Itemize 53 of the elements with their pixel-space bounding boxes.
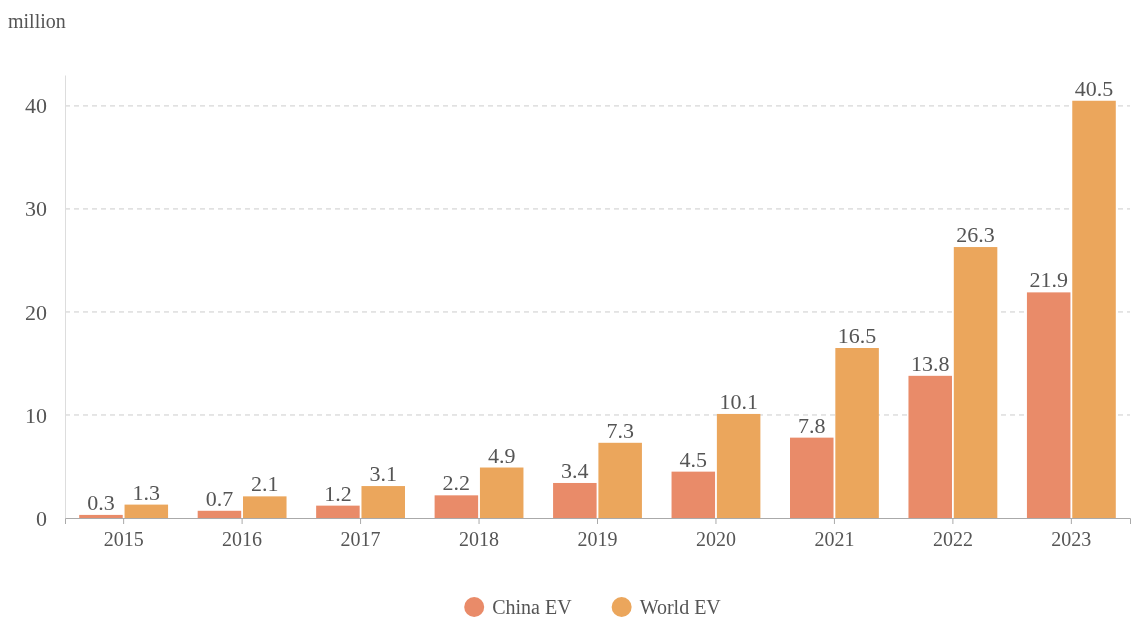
data-label: 1.3 (132, 479, 161, 505)
data-label: 1.2 (324, 480, 352, 506)
legend-label: China EV (492, 596, 573, 618)
data-label: 4.9 (487, 442, 516, 468)
data-label: 40.5 (1074, 75, 1114, 101)
bar (553, 482, 597, 518)
bar (316, 505, 360, 518)
data-label: 7.3 (606, 417, 634, 443)
bar (598, 442, 642, 518)
bar (671, 471, 716, 518)
x-tick-label: 2020 (695, 528, 736, 551)
data-label: 7.8 (798, 412, 826, 438)
x-tick-label: 2019 (577, 528, 618, 551)
data-label: 16.5 (837, 323, 877, 349)
y-tick-label: 40 (25, 93, 47, 119)
data-label: 3.1 (369, 461, 397, 487)
data-label: 26.3 (956, 222, 995, 248)
x-tick-label: 2021 (814, 528, 855, 551)
x-tick-label: 2015 (103, 528, 144, 551)
data-label: 10.1 (719, 388, 758, 414)
y-tick-label: 10 (25, 402, 47, 428)
data-label: 4.5 (679, 446, 708, 472)
y-tick-label: 30 (25, 196, 47, 222)
bar (716, 413, 761, 518)
bar (908, 375, 952, 518)
bar (1026, 292, 1071, 518)
bar (790, 437, 834, 518)
bar (953, 247, 998, 518)
data-label: 21.9 (1029, 267, 1068, 293)
x-tick-label: 2022 (932, 528, 973, 551)
data-label: 13.8 (910, 350, 950, 376)
x-tick-label: 2016 (222, 528, 263, 551)
bar (479, 467, 524, 518)
y-axis-title: million (8, 10, 66, 32)
bar (835, 348, 879, 518)
bar (361, 486, 405, 518)
data-label: 0.7 (205, 485, 234, 511)
data-label: 3.4 (561, 457, 589, 483)
x-tick-label: 2023 (1051, 528, 1092, 551)
x-tick-label: 2018 (459, 528, 500, 551)
bar (197, 510, 242, 518)
bar (243, 496, 287, 518)
bar (434, 495, 479, 518)
y-tick-label: 20 (25, 299, 47, 325)
data-label: 0.3 (87, 489, 115, 515)
data-label: 2.2 (442, 470, 471, 496)
bar (1072, 100, 1116, 518)
bar (79, 514, 123, 518)
data-label: 2.1 (251, 471, 279, 497)
legend-label: World EV (639, 596, 722, 618)
y-tick-label: 0 (36, 505, 47, 531)
bar (124, 504, 169, 518)
x-tick-label: 2017 (340, 528, 381, 551)
